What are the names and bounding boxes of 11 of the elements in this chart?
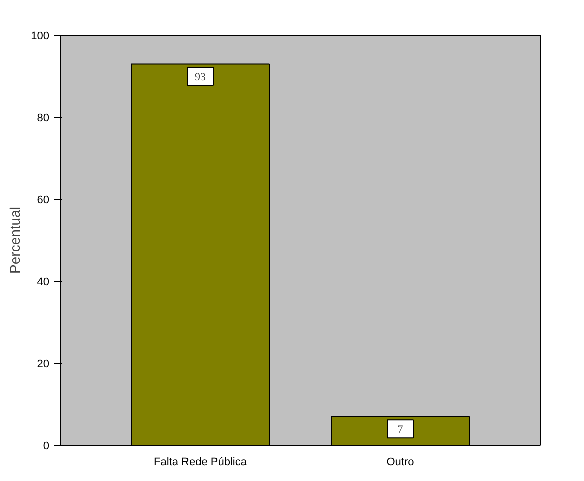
y-axis-title: Percentual	[7, 207, 24, 274]
y-tick-label: 0	[43, 440, 50, 452]
y-tick-label: 80	[37, 112, 50, 124]
data-label: 7	[398, 424, 404, 436]
y-tick-label: 40	[37, 276, 50, 288]
y-tick-label: 100	[31, 30, 50, 42]
x-tick-label: Falta Rede Pública	[154, 456, 248, 468]
y-tick-label: 20	[37, 358, 50, 370]
y-tick-label: 60	[37, 194, 50, 206]
x-tick-label: Outro	[386, 456, 414, 468]
data-label: 93	[195, 72, 206, 84]
